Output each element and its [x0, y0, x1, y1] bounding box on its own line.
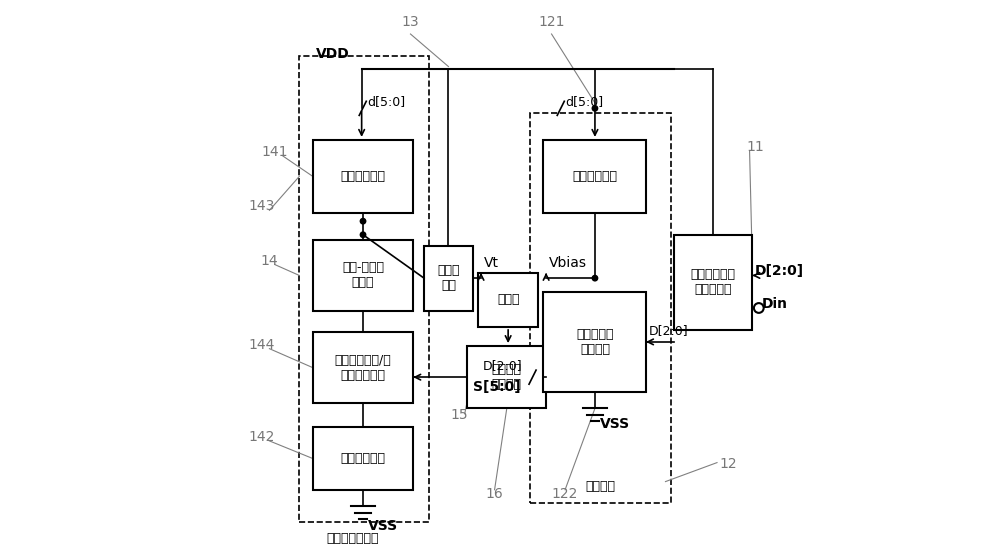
Text: 比较器: 比较器	[497, 293, 519, 306]
Bar	[543, 140, 646, 213]
Text: 121: 121	[538, 15, 565, 29]
Circle shape	[592, 106, 598, 111]
Text: 122: 122	[552, 487, 578, 501]
Text: 11: 11	[746, 139, 764, 154]
Text: d[5:0]: d[5:0]	[367, 95, 405, 109]
Text: 电流可编程
控制阵列: 电流可编程 控制阵列	[576, 328, 614, 356]
Text: 开关电阵阵列: 开关电阵阵列	[572, 170, 617, 183]
Bar	[543, 291, 646, 392]
Text: 142: 142	[248, 430, 274, 444]
Bar	[299, 56, 429, 522]
Bar	[313, 428, 413, 490]
Text: 12: 12	[719, 457, 737, 471]
Text: 16: 16	[486, 487, 503, 501]
Text: 偏置电路: 偏置电路	[585, 480, 615, 493]
Bar	[313, 140, 413, 213]
Text: 15: 15	[450, 408, 468, 422]
Text: 振荡器核心电路: 振荡器核心电路	[326, 532, 378, 545]
Text: 144: 144	[248, 338, 274, 352]
Text: VSS: VSS	[368, 518, 399, 532]
Text: D[2:0]: D[2:0]	[755, 264, 804, 278]
Text: 低通滤
波器: 低通滤 波器	[437, 264, 460, 292]
Bar	[530, 112, 671, 503]
Text: 141: 141	[262, 145, 288, 159]
Bar	[467, 346, 546, 408]
Text: D[2:0]: D[2:0]	[483, 359, 523, 372]
Text: 13: 13	[402, 15, 419, 29]
Text: d[5:0]: d[5:0]	[565, 95, 603, 109]
Bar	[424, 246, 473, 311]
Bar	[313, 240, 413, 311]
Text: D[2:0]: D[2:0]	[649, 324, 689, 337]
Text: S[5:0]: S[5:0]	[473, 380, 520, 394]
Circle shape	[592, 276, 598, 281]
Text: 开关电阵控制
字产生模块: 开关电阵控制 字产生模块	[690, 268, 735, 296]
Text: 数字自动
幅度校正: 数字自动 幅度校正	[492, 363, 522, 391]
Text: 开关电阵阵列: 开关电阵阵列	[341, 170, 386, 183]
Text: VDD: VDD	[316, 47, 349, 61]
Text: VSS: VSS	[600, 417, 630, 431]
Text: 14: 14	[261, 253, 278, 268]
Text: 开关电阵阵列: 开关电阵阵列	[341, 452, 386, 465]
Bar	[313, 332, 413, 403]
Text: Vbias: Vbias	[549, 256, 587, 271]
Bar	[478, 273, 538, 327]
Bar	[674, 235, 752, 329]
Text: Vt: Vt	[484, 256, 499, 271]
Circle shape	[360, 218, 366, 224]
Text: 143: 143	[248, 199, 274, 213]
Text: 可变电容阵列/交
叉耦合晶体管: 可变电容阵列/交 叉耦合晶体管	[335, 354, 391, 382]
Circle shape	[360, 232, 366, 237]
Text: Din: Din	[762, 297, 788, 311]
Text: 电感-电容谐
振网路: 电感-电容谐 振网路	[342, 261, 384, 289]
